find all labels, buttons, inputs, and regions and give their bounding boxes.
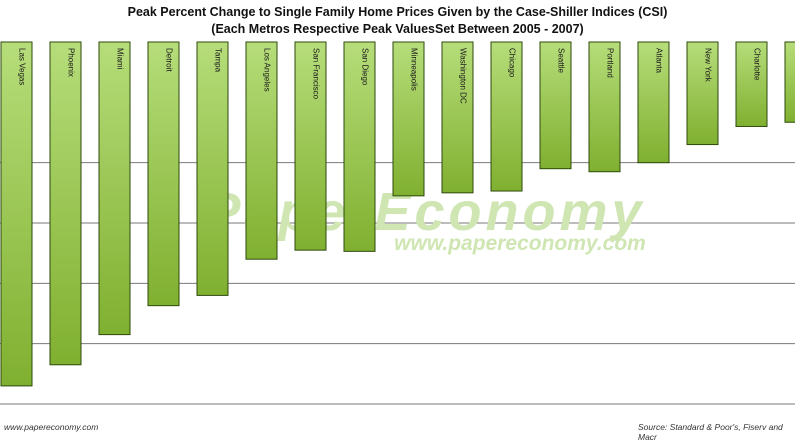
category-label: Detroit xyxy=(165,48,174,72)
bar xyxy=(1,42,32,386)
category-label: Atlanta xyxy=(655,48,664,73)
category-label: Miami xyxy=(116,48,125,70)
bar xyxy=(197,42,228,295)
category-label: Washington DC xyxy=(459,48,468,104)
footer-website: www.papereconomy.com xyxy=(4,422,98,432)
category-label: Las Vegas xyxy=(18,48,27,85)
category-label: Tampa xyxy=(214,48,223,73)
bar xyxy=(50,42,81,365)
category-label: Phoenix xyxy=(67,48,76,77)
footer-source: Source: Standard & Poor's, Fiserv and Ma… xyxy=(638,422,795,442)
watermark-url: www.papereconomy.com xyxy=(394,232,646,255)
bar xyxy=(785,42,795,122)
category-label: Charlotte xyxy=(753,48,762,81)
bar xyxy=(99,42,130,335)
category-label: San Diego xyxy=(361,48,370,86)
category-label: New York xyxy=(704,48,713,83)
category-label: Chicago xyxy=(508,48,517,78)
category-label: Minneapolis xyxy=(410,48,419,91)
category-label: Seattle xyxy=(557,48,566,73)
category-label: San Francisco xyxy=(312,48,321,100)
bar xyxy=(148,42,179,306)
category-label: Portland xyxy=(606,48,615,78)
category-label: Los Angeles xyxy=(263,48,272,92)
